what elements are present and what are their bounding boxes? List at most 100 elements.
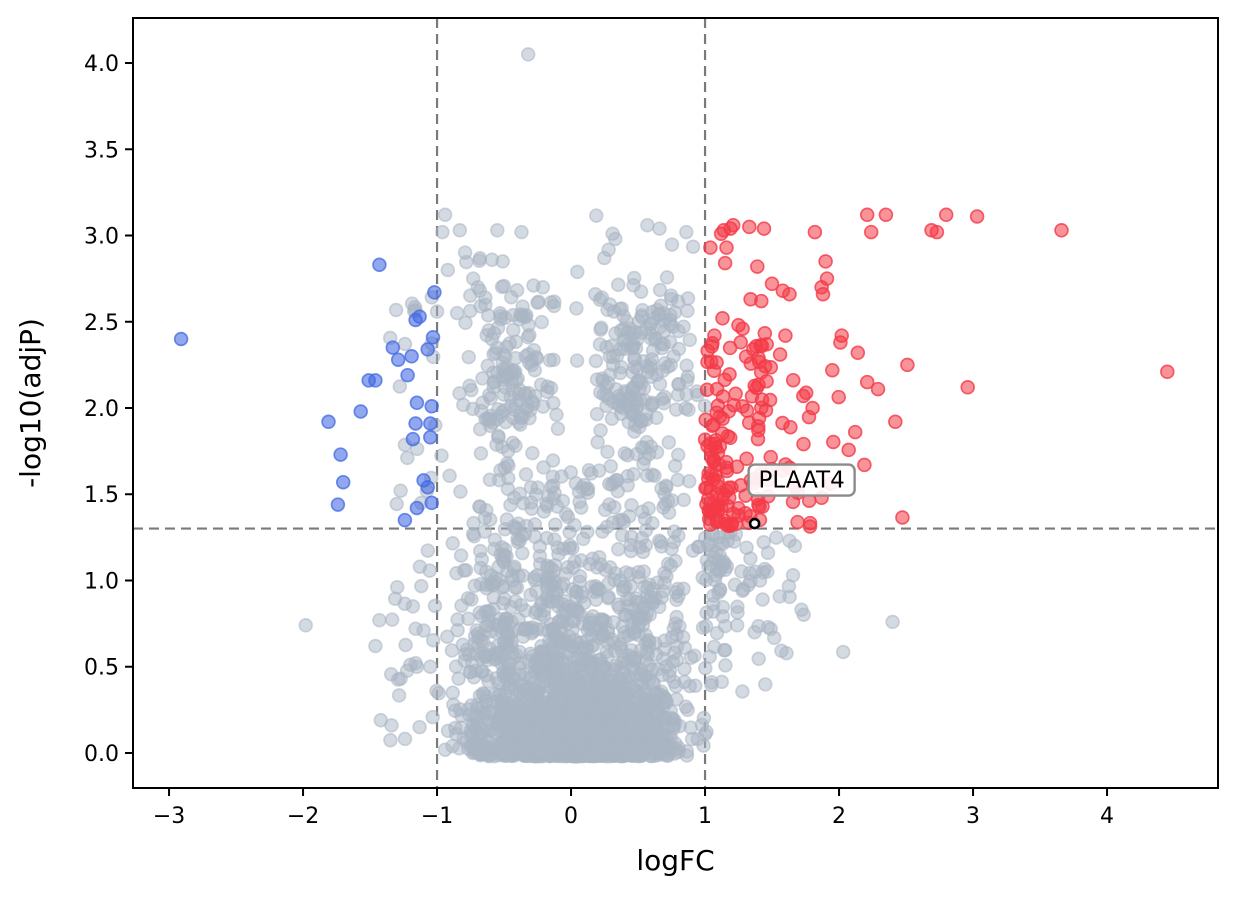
data-point (467, 578, 483, 594)
data-point (614, 406, 629, 421)
data-point (549, 407, 564, 422)
data-point (501, 458, 516, 473)
data-point (516, 495, 531, 511)
data-point (637, 451, 652, 466)
data-point (462, 378, 477, 394)
data-point (607, 663, 623, 678)
data-point (885, 614, 900, 630)
data-point (645, 343, 661, 358)
data-point (760, 545, 776, 561)
data-point (540, 384, 555, 399)
data-point (847, 424, 863, 440)
data-point (534, 314, 549, 330)
data-point (825, 362, 840, 378)
non-significant-points (298, 47, 900, 764)
data-point (728, 386, 743, 401)
data-point (335, 474, 351, 490)
y-tick-label: 2.5 (84, 311, 119, 336)
data-point (444, 643, 460, 658)
data-point (708, 568, 723, 583)
data-point (831, 389, 846, 405)
data-point (400, 450, 415, 466)
data-point (485, 695, 501, 710)
data-point (496, 278, 512, 294)
data-point (629, 591, 644, 606)
data-point (627, 351, 643, 366)
data-point (731, 317, 746, 333)
data-point (489, 340, 505, 355)
data-point (472, 499, 487, 514)
data-point (412, 719, 427, 735)
data-point (585, 551, 600, 567)
data-point (518, 467, 534, 482)
y-tick-label: 1.0 (84, 569, 119, 594)
data-point (423, 430, 438, 445)
data-point (409, 500, 425, 516)
data-point (440, 629, 455, 644)
data-point (639, 712, 654, 727)
down-regulated-points (173, 257, 442, 528)
data-point (485, 722, 501, 737)
data-point (389, 579, 405, 595)
data-point (721, 490, 737, 505)
data-point (553, 678, 568, 694)
data-point (645, 395, 660, 411)
y-tick-label: 1.5 (84, 483, 119, 508)
data-point (425, 709, 440, 725)
data-point (683, 650, 699, 665)
data-point (384, 718, 399, 733)
data-point (624, 497, 639, 513)
data-point (532, 539, 548, 554)
data-point (527, 570, 542, 585)
data-point (589, 406, 605, 422)
data-point (546, 735, 562, 751)
data-point (383, 666, 399, 682)
data-point (478, 290, 493, 305)
data-point (515, 299, 530, 314)
data-point (677, 661, 692, 677)
data-point (639, 468, 655, 483)
x-tick-label: 1 (698, 804, 712, 829)
data-point (398, 637, 413, 653)
data-point (713, 226, 729, 242)
data-point (452, 223, 468, 238)
data-point (671, 323, 686, 339)
data-point (661, 435, 677, 450)
data-point (662, 334, 678, 350)
data-point (472, 251, 488, 266)
data-point (663, 357, 678, 373)
data-point (636, 564, 652, 579)
y-tick-label: 3.0 (84, 225, 119, 250)
data-point (794, 602, 809, 618)
data-point (397, 731, 413, 747)
data-point (539, 496, 554, 512)
data-point (405, 431, 421, 447)
data-point (739, 540, 754, 555)
data-point (478, 618, 494, 634)
data-point (782, 286, 797, 302)
data-point (409, 395, 425, 411)
data-point (675, 630, 691, 645)
data-point (500, 443, 516, 459)
data-point (476, 686, 492, 702)
x-tick-label: 2 (832, 804, 846, 829)
data-point (594, 684, 610, 700)
data-point (608, 231, 623, 247)
data-point (850, 345, 866, 361)
data-point (489, 437, 504, 452)
data-point (554, 638, 569, 654)
data-point (626, 466, 641, 482)
data-point (427, 285, 442, 300)
data-point (572, 494, 587, 510)
data-point (960, 380, 975, 395)
data-point (416, 623, 431, 638)
data-point (576, 531, 591, 547)
data-point (424, 495, 439, 511)
data-point (429, 304, 445, 319)
data-point (608, 676, 624, 692)
data-point (900, 357, 915, 373)
data-point (404, 349, 419, 364)
data-point (565, 622, 580, 638)
data-point (440, 723, 456, 739)
data-point (514, 410, 529, 426)
